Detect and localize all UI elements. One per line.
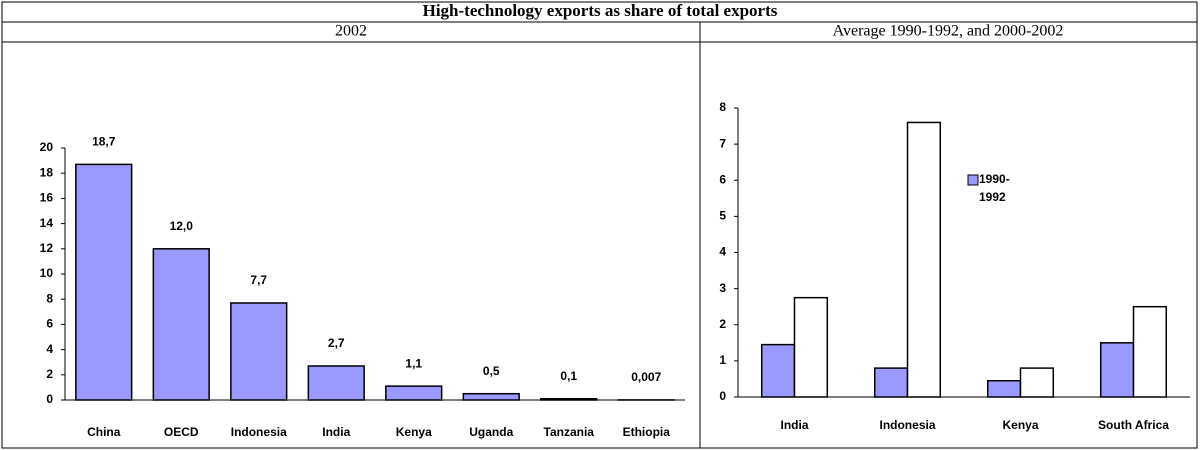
chart-title: 2002 <box>335 23 367 40</box>
x-tick-label: Kenya <box>1002 418 1038 432</box>
x-tick-label: Kenya <box>396 425 432 439</box>
y-tick-label: 2 <box>46 367 53 381</box>
bar <box>462 392 520 401</box>
data-label: 0,1 <box>560 369 577 383</box>
x-tick-label: South Africa <box>1098 418 1169 432</box>
bar <box>986 379 1022 398</box>
bar <box>793 296 829 398</box>
x-tick-label: Tanzania <box>544 425 595 439</box>
bar <box>230 302 288 401</box>
y-tick-label: 12 <box>40 241 54 255</box>
bar <box>760 343 796 398</box>
y-tick-label: 10 <box>40 266 54 280</box>
y-tick-label: 6 <box>719 172 726 186</box>
bar <box>75 163 133 401</box>
y-tick-label: 18 <box>40 165 54 179</box>
x-tick-label: Indonesia <box>879 418 935 432</box>
data-label: 0,5 <box>483 364 500 378</box>
y-tick-label: 0 <box>46 392 53 406</box>
bar <box>906 121 942 398</box>
y-tick-label: 0 <box>719 389 726 403</box>
data-label: 12,0 <box>170 219 194 233</box>
bar <box>540 397 598 401</box>
data-label: 2,7 <box>328 336 345 350</box>
x-tick-label: Uganda <box>469 425 513 439</box>
bar <box>1132 305 1168 398</box>
bar <box>1019 367 1055 398</box>
y-tick-label: 4 <box>46 342 53 356</box>
y-tick-label: 16 <box>40 191 54 205</box>
chart-title: Average 1990-1992, and 2000-2002 <box>833 23 1064 40</box>
bar <box>307 365 365 401</box>
y-tick-label: 2 <box>719 317 726 331</box>
y-tick-label: 5 <box>719 209 726 223</box>
legend-label: 1990-1992 <box>979 172 1010 204</box>
y-tick-label: 1 <box>719 353 726 367</box>
y-tick-label: 14 <box>40 216 54 230</box>
bar <box>385 385 443 401</box>
x-tick-label: India <box>322 425 350 439</box>
data-label: 7,7 <box>250 273 267 287</box>
y-tick-label: 8 <box>719 100 726 114</box>
y-tick-label: 20 <box>40 140 54 154</box>
x-tick-label: China <box>87 425 121 439</box>
bar <box>873 367 909 398</box>
y-tick-label: 7 <box>719 136 726 150</box>
x-tick-label: Indonesia <box>231 425 287 439</box>
data-label: 0,007 <box>631 370 661 384</box>
x-tick-label: OECD <box>164 425 199 439</box>
x-tick-label: India <box>780 418 808 432</box>
y-tick-label: 3 <box>719 281 726 295</box>
data-label: 18,7 <box>92 135 116 149</box>
x-tick-label: Ethiopia <box>623 425 671 439</box>
bar <box>152 248 210 401</box>
bar <box>1099 342 1135 398</box>
y-tick-label: 8 <box>46 291 53 305</box>
y-tick-label: 4 <box>719 245 726 259</box>
legend-swatch <box>967 174 979 186</box>
table-title: High-technology exports as share of tota… <box>423 1 778 20</box>
y-tick-label: 6 <box>46 317 53 331</box>
data-label: 1,1 <box>405 356 422 370</box>
